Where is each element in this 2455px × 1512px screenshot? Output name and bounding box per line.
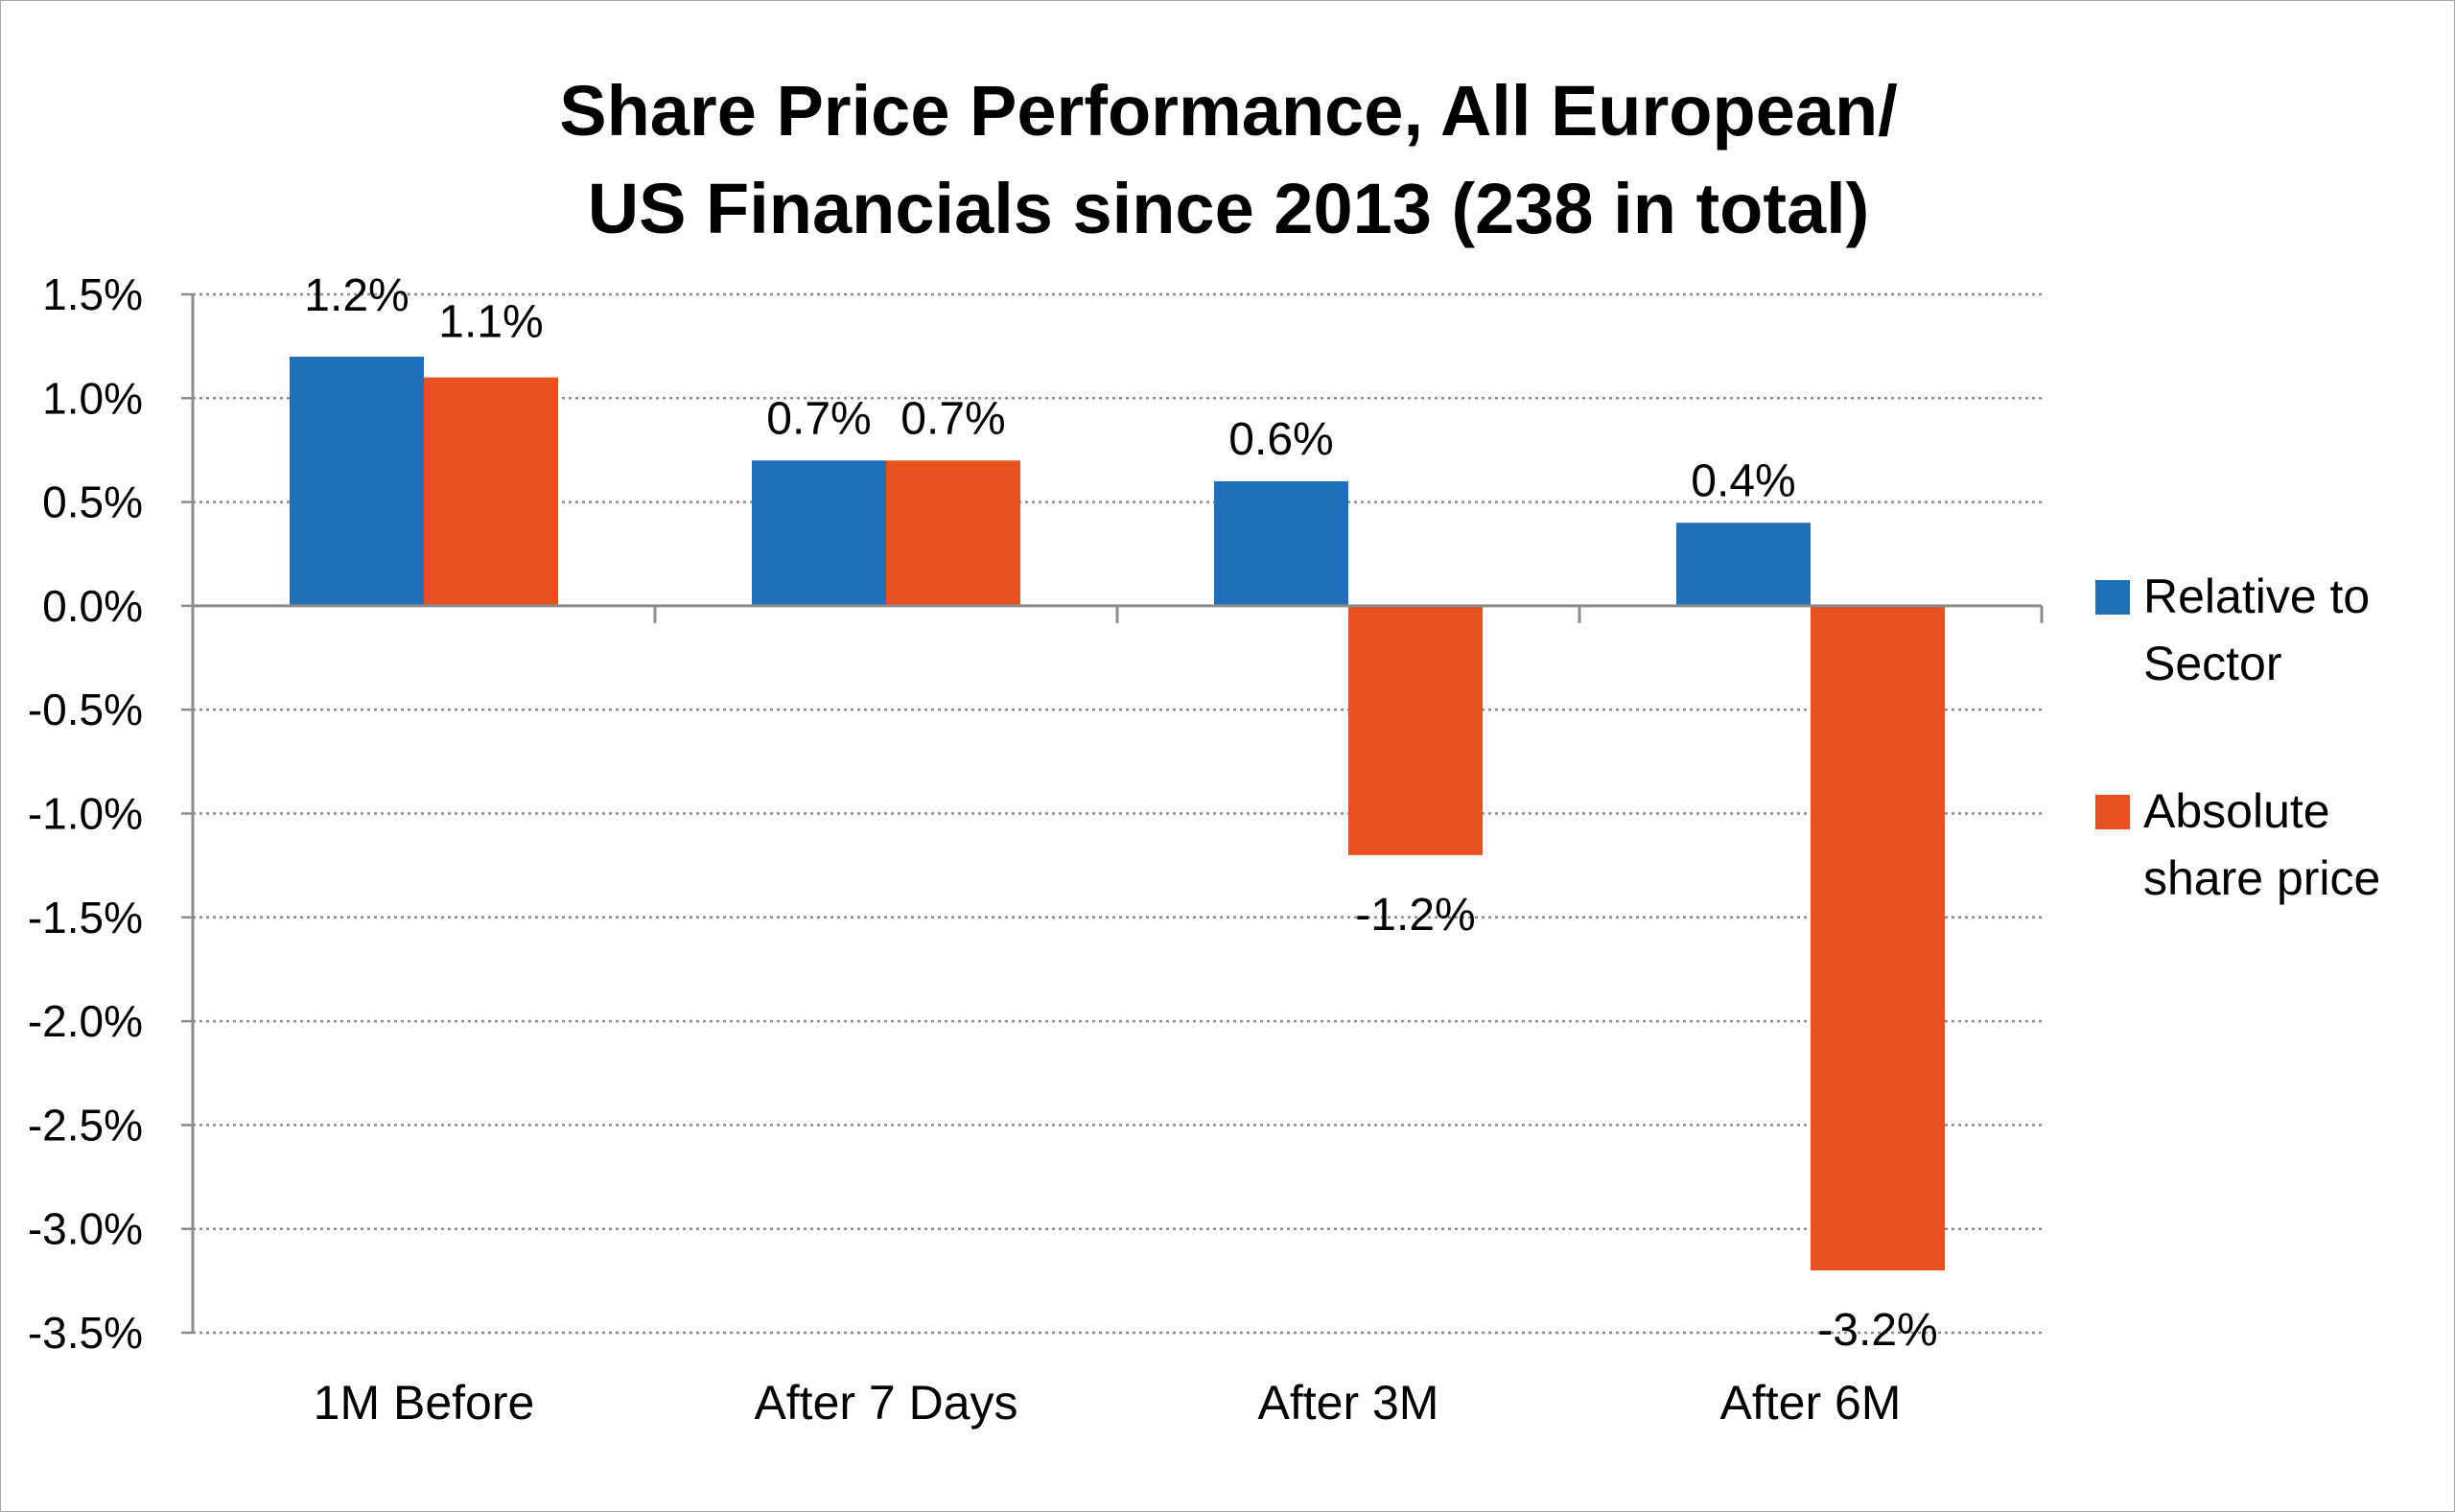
y-tick-label: -1.5% bbox=[28, 893, 143, 942]
data-label: -3.2% bbox=[1817, 1305, 1937, 1356]
legend-label: Relative to bbox=[2143, 570, 2370, 623]
legend-label: share price bbox=[2143, 851, 2380, 905]
y-tick-label: -2.5% bbox=[28, 1100, 143, 1150]
data-label: 0.6% bbox=[1228, 414, 1333, 465]
bar-series-1 bbox=[1676, 523, 1811, 606]
x-category-label: After 6M bbox=[1720, 1376, 1902, 1430]
legend-label: Sector bbox=[2143, 637, 2282, 690]
data-label: 0.7% bbox=[766, 393, 871, 444]
y-tick-label: 1.5% bbox=[42, 269, 143, 319]
y-tick-label: 1.0% bbox=[42, 373, 143, 423]
y-tick-label: -1.0% bbox=[28, 789, 143, 839]
y-tick-label: -3.0% bbox=[28, 1204, 143, 1254]
bar-series-1 bbox=[1214, 480, 1348, 606]
bar-series-1 bbox=[290, 356, 424, 606]
data-label: 1.2% bbox=[304, 270, 409, 321]
x-category-label: After 3M bbox=[1258, 1376, 1439, 1430]
bar-series-2 bbox=[1348, 605, 1483, 855]
bar-series-2 bbox=[424, 377, 558, 606]
data-label: 0.4% bbox=[1691, 455, 1795, 506]
chart-title-line: US Financials since 2013 (238 in total) bbox=[588, 169, 1870, 248]
legend-label: Absolute bbox=[2143, 784, 2330, 838]
x-category-label: After 7 Days bbox=[754, 1376, 1017, 1430]
y-tick-label: -0.5% bbox=[28, 685, 143, 734]
data-label: 0.7% bbox=[900, 393, 1005, 444]
bar-series-2 bbox=[886, 460, 1020, 606]
legend-swatch-series-2 bbox=[2095, 795, 2130, 829]
chart-title-line: Share Price Performance, All European/ bbox=[559, 71, 1898, 151]
bar-series-2 bbox=[1811, 605, 1945, 1271]
data-label: 1.1% bbox=[438, 297, 543, 348]
bar-series-1 bbox=[752, 460, 886, 606]
y-tick-label: 0.0% bbox=[42, 581, 143, 631]
y-tick-label: 0.5% bbox=[42, 477, 143, 527]
y-tick-label: -2.0% bbox=[28, 996, 143, 1046]
y-tick-label: -3.5% bbox=[28, 1308, 143, 1358]
x-category-label: 1M Before bbox=[314, 1376, 535, 1430]
legend-swatch-series-1 bbox=[2095, 580, 2130, 615]
data-label: -1.2% bbox=[1355, 890, 1475, 941]
